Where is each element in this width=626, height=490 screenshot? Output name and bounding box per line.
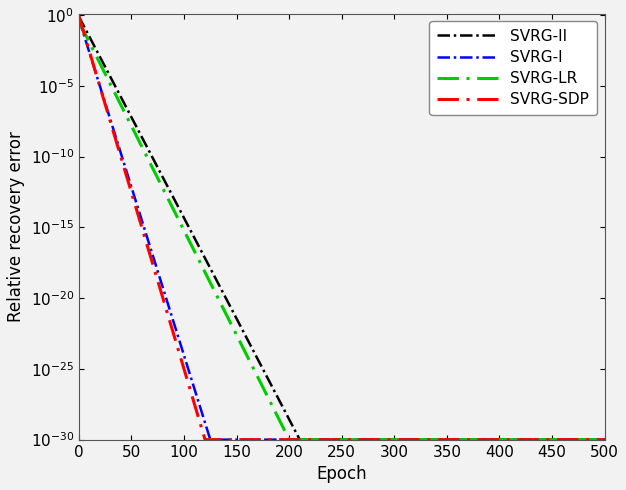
SVRG-I [331,437,339,442]
SVRG-I [207,437,214,442]
SVRG-SDP [75,13,83,19]
Y-axis label: Relative recovery error: Relative recovery error [7,131,25,322]
SVRG-SDP [331,437,339,442]
SVRG-I [317,437,324,442]
SVRG-SDP [586,437,593,442]
SVRG-II [102,65,110,71]
SVRG-SDP [585,437,593,442]
SVRG-II [601,437,608,442]
SVRG-II [317,437,324,442]
Line: SVRG-II: SVRG-II [79,16,605,440]
SVRG-I [586,437,593,442]
Line: SVRG-SDP: SVRG-SDP [79,16,605,440]
SVRG-LR [586,437,593,442]
SVRG-SDP [102,103,110,109]
SVRG-I [75,16,83,22]
Line: SVRG-I: SVRG-I [79,19,605,440]
SVRG-LR [585,437,593,442]
SVRG-I [601,437,608,442]
SVRG-II [490,437,497,442]
SVRG-SDP [490,437,497,442]
SVRG-I [102,101,110,107]
Line: SVRG-LR: SVRG-LR [79,22,605,440]
SVRG-LR [285,437,293,442]
Legend: SVRG-II, SVRG-I, SVRG-LR, SVRG-SDP: SVRG-II, SVRG-I, SVRG-LR, SVRG-SDP [429,21,597,115]
SVRG-II [331,437,339,442]
SVRG-LR [317,437,324,442]
SVRG-SDP [601,437,608,442]
SVRG-LR [102,72,110,77]
SVRG-SDP [202,437,209,442]
SVRG-II [586,437,593,442]
SVRG-II [585,437,593,442]
SVRG-I [585,437,593,442]
SVRG-LR [601,437,608,442]
SVRG-II [296,437,304,442]
SVRG-LR [490,437,497,442]
X-axis label: Epoch: Epoch [316,465,367,483]
SVRG-II [75,13,83,19]
SVRG-LR [331,437,339,442]
SVRG-LR [75,19,83,25]
SVRG-SDP [317,437,324,442]
SVRG-I [490,437,497,442]
